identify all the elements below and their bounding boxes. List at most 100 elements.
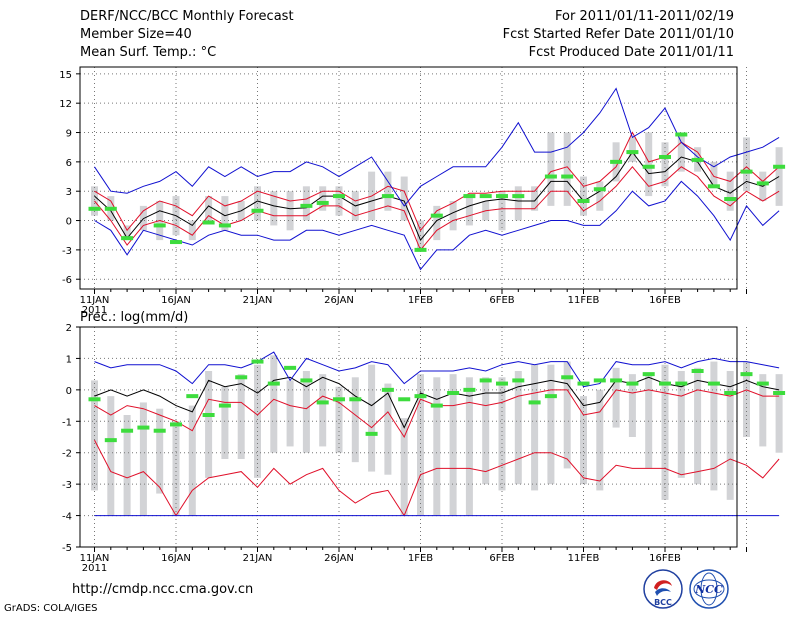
temp-xtick-label: 26JAN <box>324 295 354 306</box>
temp-ytick-label: 6 <box>66 158 72 169</box>
prec-observed-marker <box>561 375 574 380</box>
start-date: Fcst Started Refer Date 2011/01/10 <box>502 27 734 42</box>
prec-range-box <box>694 367 702 485</box>
temp-ytick-label: 15 <box>59 70 72 81</box>
prec-range-box <box>433 377 441 516</box>
prec-range-box <box>677 371 685 478</box>
prec-range-box <box>400 418 408 516</box>
temp-observed-marker <box>251 208 264 213</box>
prec-range-box <box>302 371 310 453</box>
temp-xtick-label: 11JAN <box>80 295 110 306</box>
prec-observed-marker <box>479 378 492 383</box>
temp-range-box <box>498 191 506 231</box>
prec-range-box <box>254 364 261 478</box>
prec-xtick-label: 21JAN <box>243 553 273 564</box>
temp-xtick-label: 1FEB <box>408 295 433 306</box>
grads-credit: GrADS: COLA/IGES <box>4 603 98 614</box>
prec-observed-marker <box>430 403 443 408</box>
temp-range-box <box>286 191 294 231</box>
forecast-title: DERF/NCC/BCC Monthly Forecast <box>80 9 294 24</box>
prec-ytick-label: -3 <box>62 480 72 491</box>
prec-range-box <box>580 396 587 485</box>
prec-range-box <box>563 361 571 469</box>
bcc-logo-text: BCC <box>654 598 672 607</box>
temp-range-box <box>205 196 213 221</box>
prec-ytick-label: 1 <box>66 354 72 365</box>
temp-range-box <box>221 196 229 231</box>
prec-observed-marker <box>463 387 476 392</box>
temp-observed-marker <box>104 206 117 211</box>
prec-range-box <box>107 396 115 516</box>
prec-observed-marker <box>496 381 508 386</box>
prec-range-box <box>465 377 473 516</box>
source-url[interactable]: http://cmdp.ncc.cma.gov.cn <box>72 582 254 597</box>
temp-observed-marker <box>691 157 704 162</box>
temp-observed-marker <box>544 174 557 179</box>
prec-observed-marker <box>104 438 117 443</box>
prec-series-maximum <box>94 351 780 388</box>
prec-observed-marker <box>137 425 150 430</box>
prec-range-box <box>270 355 278 453</box>
temp-observed-marker <box>642 164 655 169</box>
prec-range-box <box>628 374 636 437</box>
prec-frame <box>79 326 738 548</box>
prec-xtick-label: 6FEB <box>489 553 514 564</box>
prec-observed-marker <box>316 400 329 405</box>
prec-range-box <box>531 364 539 491</box>
temp-observed-marker <box>218 223 231 228</box>
temp-ytick-label: -3 <box>62 246 72 257</box>
prec-range-box <box>123 415 131 516</box>
temp-range-box <box>270 191 278 226</box>
temp-observed-marker <box>381 194 394 199</box>
prec-observed-marker <box>773 391 786 395</box>
temp-observed-marker <box>740 169 753 174</box>
temp-observed-marker <box>333 194 345 199</box>
prec-observed-marker <box>447 391 460 395</box>
prec-ytick-label: 2 <box>66 323 72 334</box>
prec-range-box <box>319 374 327 447</box>
temp-range-box <box>188 220 196 241</box>
prec-observed-marker <box>675 381 688 386</box>
prec-ytick-label: -4 <box>62 512 72 523</box>
temp-observed-marker <box>316 200 329 205</box>
prec-range-box <box>286 380 294 447</box>
header-right: For 2011/01/11-2011/02/19 Fcst Started R… <box>503 8 734 62</box>
temp-range-box <box>547 132 555 206</box>
prec-observed-marker <box>528 400 541 405</box>
prec-xtick-label: 11JAN <box>80 553 110 564</box>
temp-xtick-label: 11FEB <box>568 295 600 306</box>
bcc-logo: BCC <box>643 569 683 609</box>
prec-observed-marker <box>414 394 427 399</box>
prec-year-label: 2011 <box>82 563 107 574</box>
prec-observed-marker <box>398 397 411 402</box>
temp-range-box <box>661 142 669 187</box>
prec-observed-marker <box>218 403 231 408</box>
prec-range-box <box>661 364 669 500</box>
temp-observed-marker <box>512 194 525 199</box>
prec-panel: -5 -4 -3 -2 -1 0 1 2 11JAN 16JAN 21JAN 26JAN 1FEB 6FE… <box>62 323 786 574</box>
temp-range-box <box>123 225 131 241</box>
prec-observed-marker <box>333 397 345 402</box>
temp-observed-marker <box>724 197 737 202</box>
temp-xtick-label: 16FEB <box>649 295 681 306</box>
prec-observed-marker <box>284 365 297 370</box>
prec-xtick-label: 11FEB <box>568 553 600 564</box>
prec-range-box <box>547 364 555 485</box>
prec-ytick-label: -2 <box>62 449 72 460</box>
temp-ytick-label: 12 <box>59 99 72 110</box>
prec-series-lower-spread <box>94 439 780 517</box>
prec-observed-marker <box>153 428 166 433</box>
temp-range-box <box>531 186 539 211</box>
temp-observed-marker <box>430 213 443 218</box>
prec-range-box <box>172 421 180 516</box>
temp-year-label: 2011 <box>82 305 107 316</box>
prec-observed-marker <box>626 381 639 386</box>
temp-xtick-label: 21JAN <box>243 295 273 306</box>
temp-observed-marker <box>577 198 590 203</box>
temp-observed-marker <box>463 194 476 199</box>
prec-range-box <box>726 371 734 500</box>
temp-range-box <box>400 176 408 221</box>
prec-observed-marker <box>659 381 671 386</box>
temp-range-box <box>514 186 522 221</box>
